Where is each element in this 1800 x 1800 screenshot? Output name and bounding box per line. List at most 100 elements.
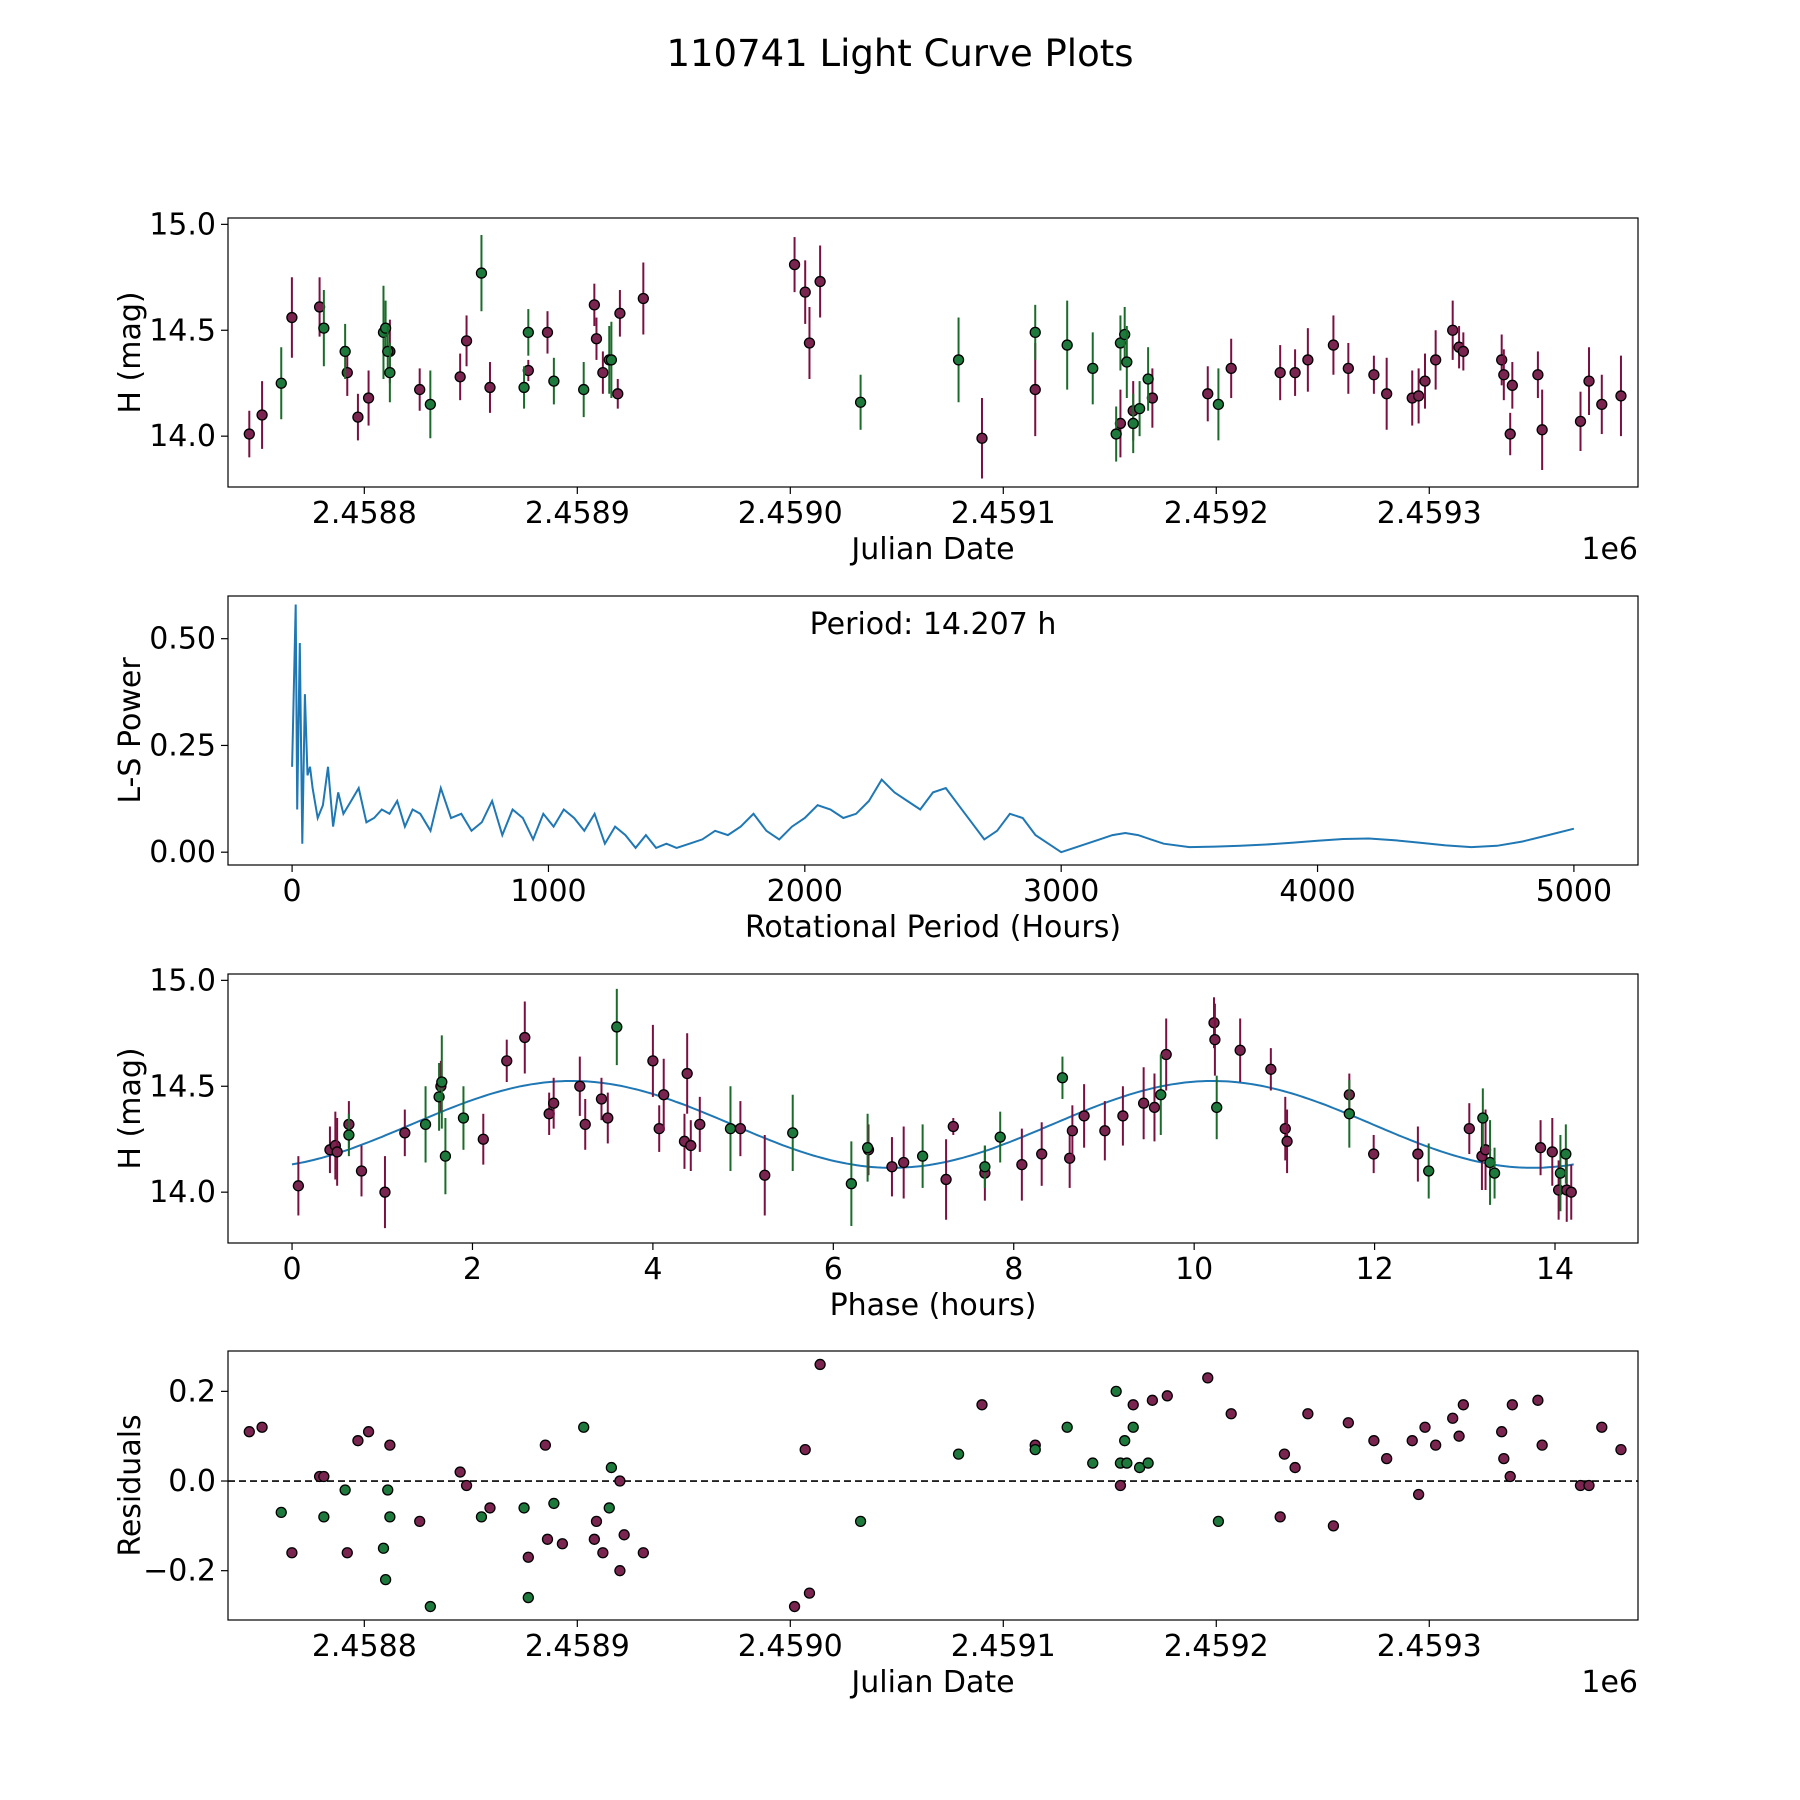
phased-data-point [1546,1146,1558,1158]
lightcurve-data-point [1087,362,1099,375]
lightcurve-data-point [614,307,626,319]
lightcurve-data-point [217,425,227,435]
residuals-ytick-label: −0.2 [143,1554,216,1589]
residuals-data-point [556,1538,569,1550]
phased-data-point [1281,1135,1293,1147]
lightcurve-data-point [352,411,364,423]
lightcurve-xlabel: Julian Date [849,532,1014,567]
phased-ytick-label: 15.0 [149,963,216,998]
residuals-data-point [475,1511,488,1523]
phased-data-point [543,1108,555,1120]
phased-data-point [694,1118,706,1131]
lightcurve-data-point [952,354,965,366]
lightcurve-data-point [379,322,392,334]
phased-frame [227,973,1639,1244]
residuals-data-point [484,1502,496,1514]
residuals-data-point [614,1475,626,1487]
residuals-data-point [217,1431,227,1441]
residuals-data-point [424,1600,436,1613]
residuals-data-point [1119,1435,1131,1447]
lightcurve-xtick-label: 2.4593 [1377,496,1482,531]
lightcurve-data-point [382,345,394,358]
residuals-xtick-label: 2.4591 [951,1629,1056,1664]
phased-data-point [1423,1165,1435,1177]
residuals-data-point [788,1600,801,1613]
phased-data-point [1016,1158,1028,1171]
periodogram-xtick-label: 4000 [1279,874,1355,909]
residuals-xlabel: Julian Date [849,1665,1014,1700]
periodogram-series-power [291,604,1575,854]
residuals-data-point [1342,1417,1354,1429]
lightcurve-data-point [541,326,554,339]
lightcurve-data-point [854,396,867,408]
residuals-data-point [1419,1421,1431,1433]
phased-data-point [331,1146,343,1158]
residuals-data-point [578,1421,590,1433]
periodogram-panel: 0 1000 2000 3000 4000 5000 0.00 0.25 0.50 Rotatio… [113,595,1639,945]
lightcurve-data-point [1596,398,1608,411]
lightcurve-data-point [1029,383,1041,396]
residuals-data-point [1498,1452,1510,1465]
lightcurve-data-point [424,398,436,411]
phased-data-point [1211,1101,1223,1114]
phased-data-point [1117,1110,1129,1122]
residuals-data-point [952,1448,965,1460]
lightcurve-data-point [414,383,426,396]
residuals-data-point [618,1529,630,1541]
residuals-xtick-label: 2.4589 [525,1629,630,1664]
lightcurve-data-point [256,409,268,421]
lightcurve-data-point [1289,366,1301,379]
lightcurve-data-point [1412,390,1425,402]
residuals-data-point [379,1574,392,1586]
lightcurve-data-point [1121,356,1133,368]
lightcurve-xtick-label: 2.4592 [1164,496,1269,531]
residuals-data-point [1506,1399,1518,1411]
residuals-data-point [1327,1520,1340,1532]
lightcurve-data-point [384,366,396,379]
lightcurve-data-point [814,275,826,288]
lightcurve-data-point [1381,388,1393,400]
residuals-xtick-label: 2.4588 [312,1629,417,1664]
lightcurve-data-point [605,354,618,366]
residuals-data-point [1447,1412,1459,1424]
residuals-data-point [1532,1394,1544,1406]
lightcurve-data-point [1419,375,1431,387]
phased-data-point [477,1133,489,1145]
lightcurve-data-point [548,375,560,387]
lightcurve-data-point [1212,398,1225,411]
periodogram-ytick-label: 0.25 [149,728,216,763]
residuals-data-point [1615,1443,1627,1456]
residuals-data-point [539,1439,552,1451]
lightcurve-x-offset: 1e6 [1581,532,1638,567]
phased-data-point [1463,1122,1475,1135]
residuals-data-point [1133,1461,1146,1474]
residuals-data-point [1087,1457,1099,1469]
residuals-data-point [1412,1488,1425,1501]
lightcurve-ytick-label: 14.5 [149,313,216,348]
residuals-xtick-label: 2.4590 [738,1629,843,1664]
residuals-data-point [1110,1385,1122,1397]
residuals-data-point [1536,1439,1548,1451]
phased-xtick-label: 8 [1004,1252,1023,1287]
residuals-data-point [318,1470,330,1483]
residuals-data-point [605,1461,618,1474]
phased-data-point [685,1139,697,1152]
periodogram-frame [227,595,1639,866]
periodogram-annotation: Period: 14.207 h [810,607,1057,642]
phased-data-point [1279,1122,1291,1135]
residuals-frame [227,1350,1639,1621]
residuals-ytick-label: 0.0 [168,1464,216,1499]
residuals-data-point [1302,1408,1314,1420]
phased-xtick-label: 2 [463,1252,482,1287]
phased-model-curve [291,1080,1574,1169]
phased-xtick-label: 6 [824,1252,843,1287]
phased-data-point [1554,1167,1567,1179]
residuals-data-point [1406,1435,1418,1447]
lightcurve-data-point [1202,388,1214,400]
lightcurve-data-point [803,337,816,349]
lightcurve-data-point [286,311,298,324]
periodogram-xtick-label: 3000 [1023,874,1099,909]
lightcurve-data-point [590,333,603,345]
lightcurve-data-point [1447,324,1459,336]
periodogram-ytick-label: 0.50 [149,622,216,657]
